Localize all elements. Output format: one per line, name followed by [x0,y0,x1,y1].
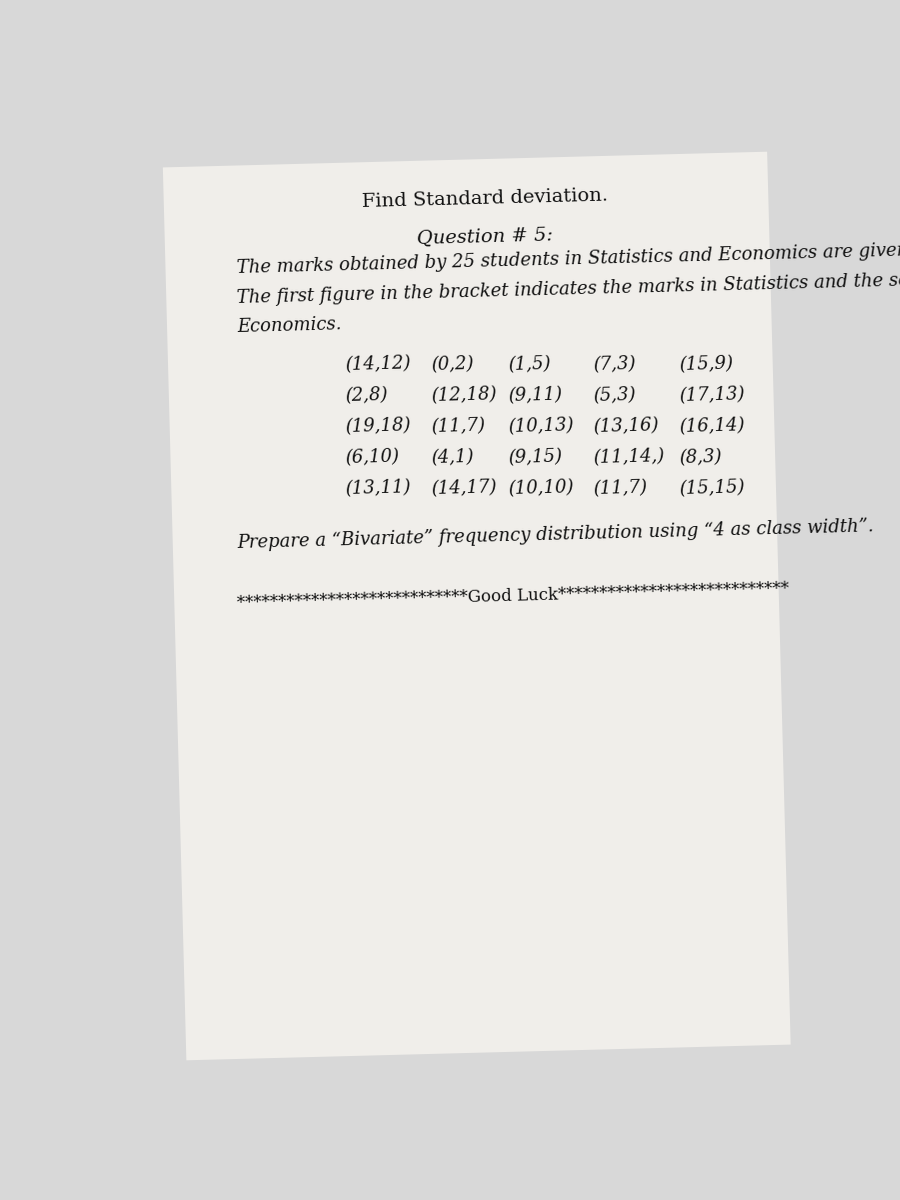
Text: (10,10): (10,10) [508,478,574,498]
Text: (7,3): (7,3) [593,355,636,374]
Text: The first figure in the bracket indicates the marks in Statistics and the second: The first figure in the bracket indicate… [237,270,900,307]
Text: (9,15): (9,15) [508,448,562,467]
Text: (14,17): (14,17) [430,478,497,498]
Text: ****************************Good Luck****************************: ****************************Good Luck***… [237,581,789,612]
Text: (19,18): (19,18) [345,416,411,436]
Text: (0,2): (0,2) [430,355,473,374]
Text: (11,7): (11,7) [593,479,648,498]
Text: (15,9): (15,9) [679,355,733,374]
Text: Economics.: Economics. [237,316,342,336]
Text: (11,14,): (11,14,) [593,448,665,467]
Text: Prepare a “Bivariate” frequency distribution using “4 as class width”.: Prepare a “Bivariate” frequency distribu… [237,517,874,552]
Text: (10,13): (10,13) [508,416,574,436]
Text: (4,1): (4,1) [430,448,473,467]
Text: (14,12): (14,12) [345,355,411,374]
Text: (17,13): (17,13) [679,385,744,406]
Text: (8,3): (8,3) [679,448,722,467]
Text: (2,8): (2,8) [345,386,388,406]
Text: (1,5): (1,5) [508,355,551,374]
Text: (13,16): (13,16) [593,416,659,436]
Text: (12,18): (12,18) [430,385,497,406]
Text: (11,7): (11,7) [430,416,485,436]
Text: (6,10): (6,10) [345,448,400,467]
Text: (16,14): (16,14) [679,416,744,436]
Text: (13,11): (13,11) [345,478,411,498]
Text: Find Standard deviation.: Find Standard deviation. [362,187,608,211]
Text: (9,11): (9,11) [508,386,562,406]
Text: Question # 5:: Question # 5: [417,226,554,247]
Polygon shape [163,151,791,1061]
Text: The marks obtained by 25 students in Statistics and Economics are given below.: The marks obtained by 25 students in Sta… [237,240,900,277]
Text: (5,3): (5,3) [593,386,636,406]
Text: (15,15): (15,15) [679,478,744,498]
